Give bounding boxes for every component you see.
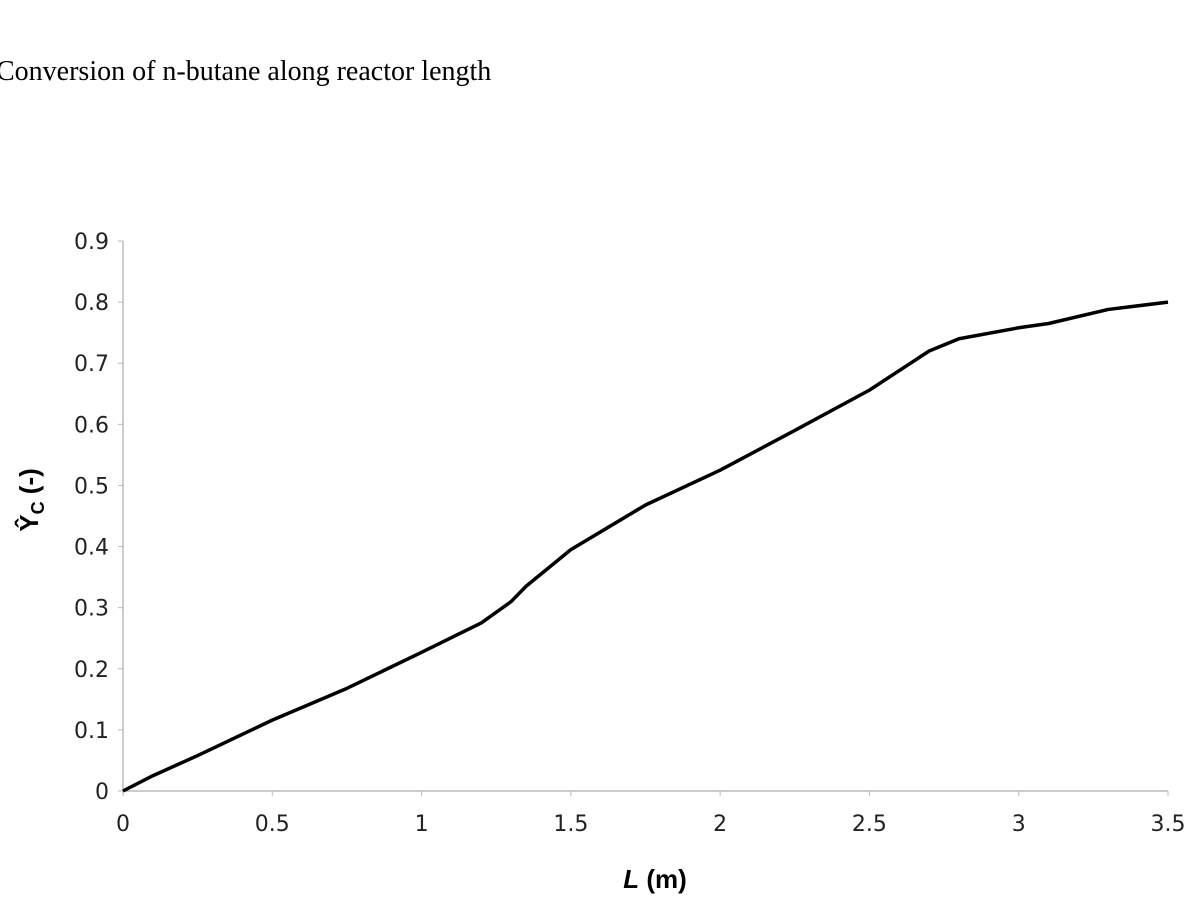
x-tick-label: 3 xyxy=(1012,812,1026,837)
x-tick-label: 2.5 xyxy=(852,812,887,837)
y-tick-label: 0.6 xyxy=(74,413,109,438)
x-axis-label: L (m) xyxy=(623,864,687,894)
y-tick-label: 0.5 xyxy=(74,474,109,499)
y-label-symbol: Ŷ xyxy=(14,514,44,531)
x-label-unit: (m) xyxy=(639,864,687,894)
x-tick-label: 0 xyxy=(116,812,130,837)
y-tick-label: 0.2 xyxy=(74,658,109,683)
x-tick-label: 1.5 xyxy=(553,812,588,837)
y-label-subscript: C xyxy=(28,501,48,514)
y-tick-label: 0 xyxy=(95,780,109,805)
y-tick-label: 0.8 xyxy=(74,291,109,316)
y-tick-label: 0.1 xyxy=(74,719,109,744)
y-tick-label: 0.7 xyxy=(74,352,109,377)
x-tick-label: 0.5 xyxy=(255,812,290,837)
y-label-unit: (-) xyxy=(14,468,44,501)
x-tick-label: 2 xyxy=(713,812,727,837)
y-tick-label: 0.4 xyxy=(74,536,109,561)
caption: Conversion of n-butane along reactor len… xyxy=(0,56,491,87)
y-tick-label: 0.9 xyxy=(74,230,109,255)
x-label-symbol: L xyxy=(623,864,639,894)
y-axis-label: ŶC (-) xyxy=(14,468,48,532)
x-tick-label: 3.5 xyxy=(1151,812,1186,837)
y-tick-label: 0.3 xyxy=(74,597,109,622)
x-tick-label: 1 xyxy=(415,812,429,837)
data-line xyxy=(122,300,1169,793)
